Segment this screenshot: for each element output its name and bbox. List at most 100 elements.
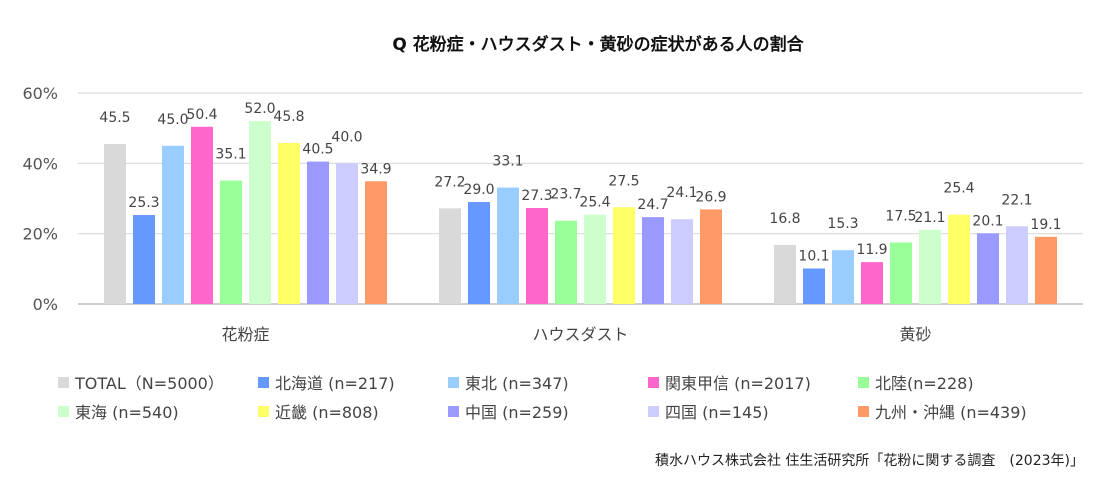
data-label: 15.3: [827, 216, 858, 232]
bar: [700, 209, 722, 304]
bar: [526, 207, 548, 304]
data-label: 45.0: [157, 112, 188, 128]
bar: [890, 242, 912, 304]
legend-item: 九州・沖縄 (n=439): [858, 399, 1027, 423]
legend-label: 北陸(n=228): [875, 374, 974, 393]
source-note: 積水ハウス株式会社 住生活研究所「花粉に関する調査 (2023年)」: [654, 453, 1084, 469]
data-label: 40.0: [331, 129, 362, 145]
bar: [191, 126, 213, 304]
data-label: 26.9: [695, 189, 726, 205]
data-label: 45.5: [99, 110, 130, 126]
legend-label: 関東甲信 (n=2017): [665, 374, 811, 393]
bar: [365, 181, 387, 304]
legend-label: TOTAL（N=5000）: [75, 374, 224, 393]
bar: [133, 215, 155, 304]
data-label: 21.1: [914, 210, 945, 226]
legend-item: 北陸(n=228): [858, 370, 974, 394]
y-tick-label: 60%: [22, 84, 58, 103]
data-label: 40.5: [302, 142, 333, 158]
legend-item: 東北 (n=347): [448, 370, 569, 394]
legend-swatch: [448, 376, 459, 388]
legend-label: 九州・沖縄 (n=439): [875, 403, 1027, 422]
legend-swatch: [858, 405, 869, 417]
data-label: 23.7: [550, 187, 581, 203]
data-label: 35.1: [215, 147, 246, 163]
legend-swatch: [258, 405, 269, 417]
x-tick-label: ハウスダスト: [532, 325, 628, 344]
legend-label: 東海 (n=540): [75, 403, 179, 422]
data-label: 45.8: [273, 109, 304, 125]
data-label: 25.4: [943, 181, 974, 197]
legend-item: 中国 (n=259): [448, 399, 569, 423]
bar: [613, 207, 635, 304]
data-label: 52.0: [244, 101, 275, 117]
data-label: 34.9: [360, 161, 391, 177]
data-label: 33.1: [492, 154, 523, 170]
data-label: 24.1: [666, 185, 697, 201]
y-tick-label: 0%: [33, 295, 58, 314]
legend-item: 四国 (n=145): [648, 399, 769, 423]
bar: [439, 208, 461, 304]
bar: [919, 229, 941, 304]
legend-item: 北海道 (n=217): [258, 370, 395, 394]
data-label: 50.4: [186, 107, 217, 123]
legend-item: TOTAL（N=5000）: [58, 370, 224, 394]
legend-swatch: [58, 376, 69, 388]
legend-item: 関東甲信 (n=2017): [648, 370, 811, 394]
data-label: 20.1: [972, 213, 1003, 229]
bar: [104, 143, 126, 304]
legend-swatch: [858, 376, 869, 388]
bar: [1035, 236, 1057, 304]
legend-label: 北海道 (n=217): [275, 374, 395, 393]
data-label: 25.3: [128, 195, 159, 211]
bar: [948, 214, 970, 304]
bar: [468, 202, 490, 304]
data-label: 16.8: [769, 211, 800, 227]
legend-item: 近畿 (n=808): [258, 399, 379, 423]
data-label: 29.0: [463, 182, 494, 198]
bar: [774, 244, 796, 304]
bar: [671, 219, 693, 304]
bar-chart: 0% 20% 40% 60% 花粉症 45.5 25.3 45.050.4 35.1 52.045…: [22, 84, 1083, 344]
data-label: 10.1: [798, 248, 829, 264]
x-tick-label: 花粉症: [221, 325, 269, 344]
bar: [1006, 226, 1028, 304]
legend-item: 東海 (n=540): [58, 399, 179, 423]
legend-label: 近畿 (n=808): [275, 403, 379, 422]
data-label: 11.9: [856, 242, 887, 258]
data-label: 19.1: [1030, 217, 1061, 233]
bar: [642, 217, 664, 304]
data-label: 17.5: [885, 208, 916, 224]
data-label: 24.7: [637, 197, 668, 213]
legend-label: 四国 (n=145): [665, 403, 769, 422]
chart-title: Q 花粉症・ハウスダスト・黄砂の症状がある人の割合: [392, 35, 804, 55]
bar: [162, 145, 184, 304]
legend-swatch: [258, 376, 269, 388]
legend-swatch: [648, 405, 659, 417]
bar: [497, 187, 519, 304]
legend-swatch: [648, 376, 659, 388]
legend-label: 中国 (n=259): [465, 403, 569, 422]
data-label: 25.4: [579, 195, 610, 211]
bar: [555, 220, 577, 304]
data-label: 22.1: [1001, 192, 1032, 208]
legend-label: 東北 (n=347): [465, 374, 569, 393]
data-label: 27.5: [608, 173, 639, 189]
data-label: 27.3: [521, 188, 552, 204]
bar: [220, 180, 242, 304]
y-tick-label: 20%: [22, 225, 58, 244]
bar: [861, 262, 883, 304]
bar: [584, 214, 606, 304]
bar: [278, 142, 300, 304]
legend-swatch: [58, 405, 69, 417]
y-tick-label: 40%: [22, 154, 58, 173]
bar: [832, 250, 854, 304]
bar: [803, 268, 825, 304]
bar: [307, 161, 329, 304]
legend-swatch: [448, 405, 459, 417]
bar: [977, 233, 999, 304]
bar: [336, 163, 358, 304]
bar: [249, 121, 271, 304]
data-label: 27.2: [434, 174, 465, 190]
